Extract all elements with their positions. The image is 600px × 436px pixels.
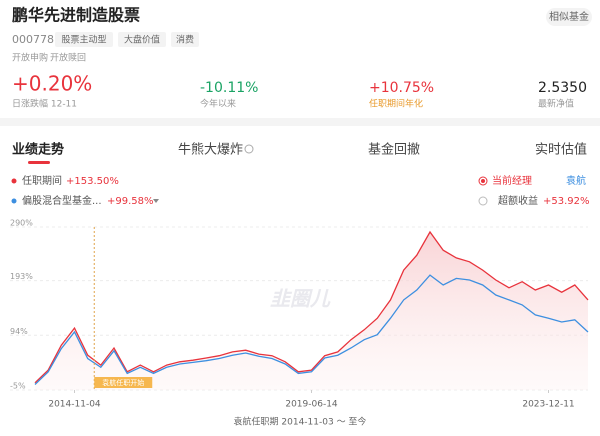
radio-dot [481, 179, 485, 183]
stat-value: -10.11% [200, 80, 258, 96]
tag-bg [55, 32, 113, 47]
series-line [34, 274, 589, 385]
legend-value: +153.50% [66, 176, 119, 187]
tenure-footer: 袁航任职期 2014-11-03 ～ 至今 [234, 416, 367, 428]
radio[interactable] [478, 176, 488, 186]
tab[interactable]: 基金回撤 [368, 142, 420, 158]
similar-funds[interactable]: 相似基金 [549, 10, 589, 23]
tag: 股票主动型 [61, 34, 106, 46]
y-tick-label: 290% [10, 219, 33, 228]
tab-underline [28, 161, 50, 164]
status: 开放申购 [12, 52, 48, 64]
tag: 消费 [176, 34, 194, 46]
stat-value: +10.75% [369, 80, 434, 96]
legend-dot [11, 198, 17, 204]
tab[interactable]: 实时估值 [535, 142, 587, 158]
badge-bg[interactable] [546, 8, 592, 26]
stat-label: 今年以来 [200, 98, 236, 110]
series-line [34, 230, 589, 384]
info-icon[interactable] [244, 144, 254, 154]
y-tick-label: -5% [10, 382, 26, 391]
watermark: 韭圈儿 [270, 287, 331, 311]
dropdown[interactable] [153, 199, 159, 203]
manager-link[interactable]: 袁航 [566, 174, 586, 187]
excess-value: +53.92% [543, 196, 590, 207]
radio[interactable] [478, 196, 488, 206]
fund-title: 鹏华先进制造股票 [12, 6, 140, 25]
x-tick-label: 2023-12-11 [522, 400, 574, 410]
stat-label: 最新净值 [538, 98, 574, 110]
start-label: 袁航任职开始 [102, 378, 144, 387]
legend-value: +99.58% [107, 196, 154, 207]
legend-name[interactable]: 任职期间 [22, 174, 62, 187]
stat-label: 任职期间年化 [369, 98, 423, 110]
area [35, 232, 588, 390]
x-tick-label: 2014-11-04 [48, 400, 101, 410]
fund-code: 000778 [12, 33, 54, 46]
tab[interactable]: 牛熊大爆炸 [178, 142, 243, 158]
stat-value: 2.5350 [538, 80, 587, 96]
legend-dot [11, 178, 17, 184]
status: 开放赎回 [50, 52, 86, 64]
stat-label: 日涨跌幅 12-11 [12, 98, 77, 110]
separator [0, 118, 600, 126]
start-label-bg [94, 377, 153, 388]
legend-name[interactable]: 偏股混合型基金... [22, 194, 102, 207]
excess-label: 超额收益 [498, 194, 538, 207]
x-tick-label: 2019-06-14 [285, 400, 338, 410]
stat-value: +0.20% [12, 72, 92, 96]
tag-bg [171, 32, 199, 47]
tag: 大盘价值 [124, 34, 160, 46]
y-tick-label: 94% [10, 327, 28, 336]
tag-bg [118, 32, 166, 47]
y-tick-label: 193% [10, 272, 33, 281]
manager-label: 当前经理 [492, 174, 532, 187]
tab-active[interactable]: 业绩走势 [12, 142, 64, 158]
